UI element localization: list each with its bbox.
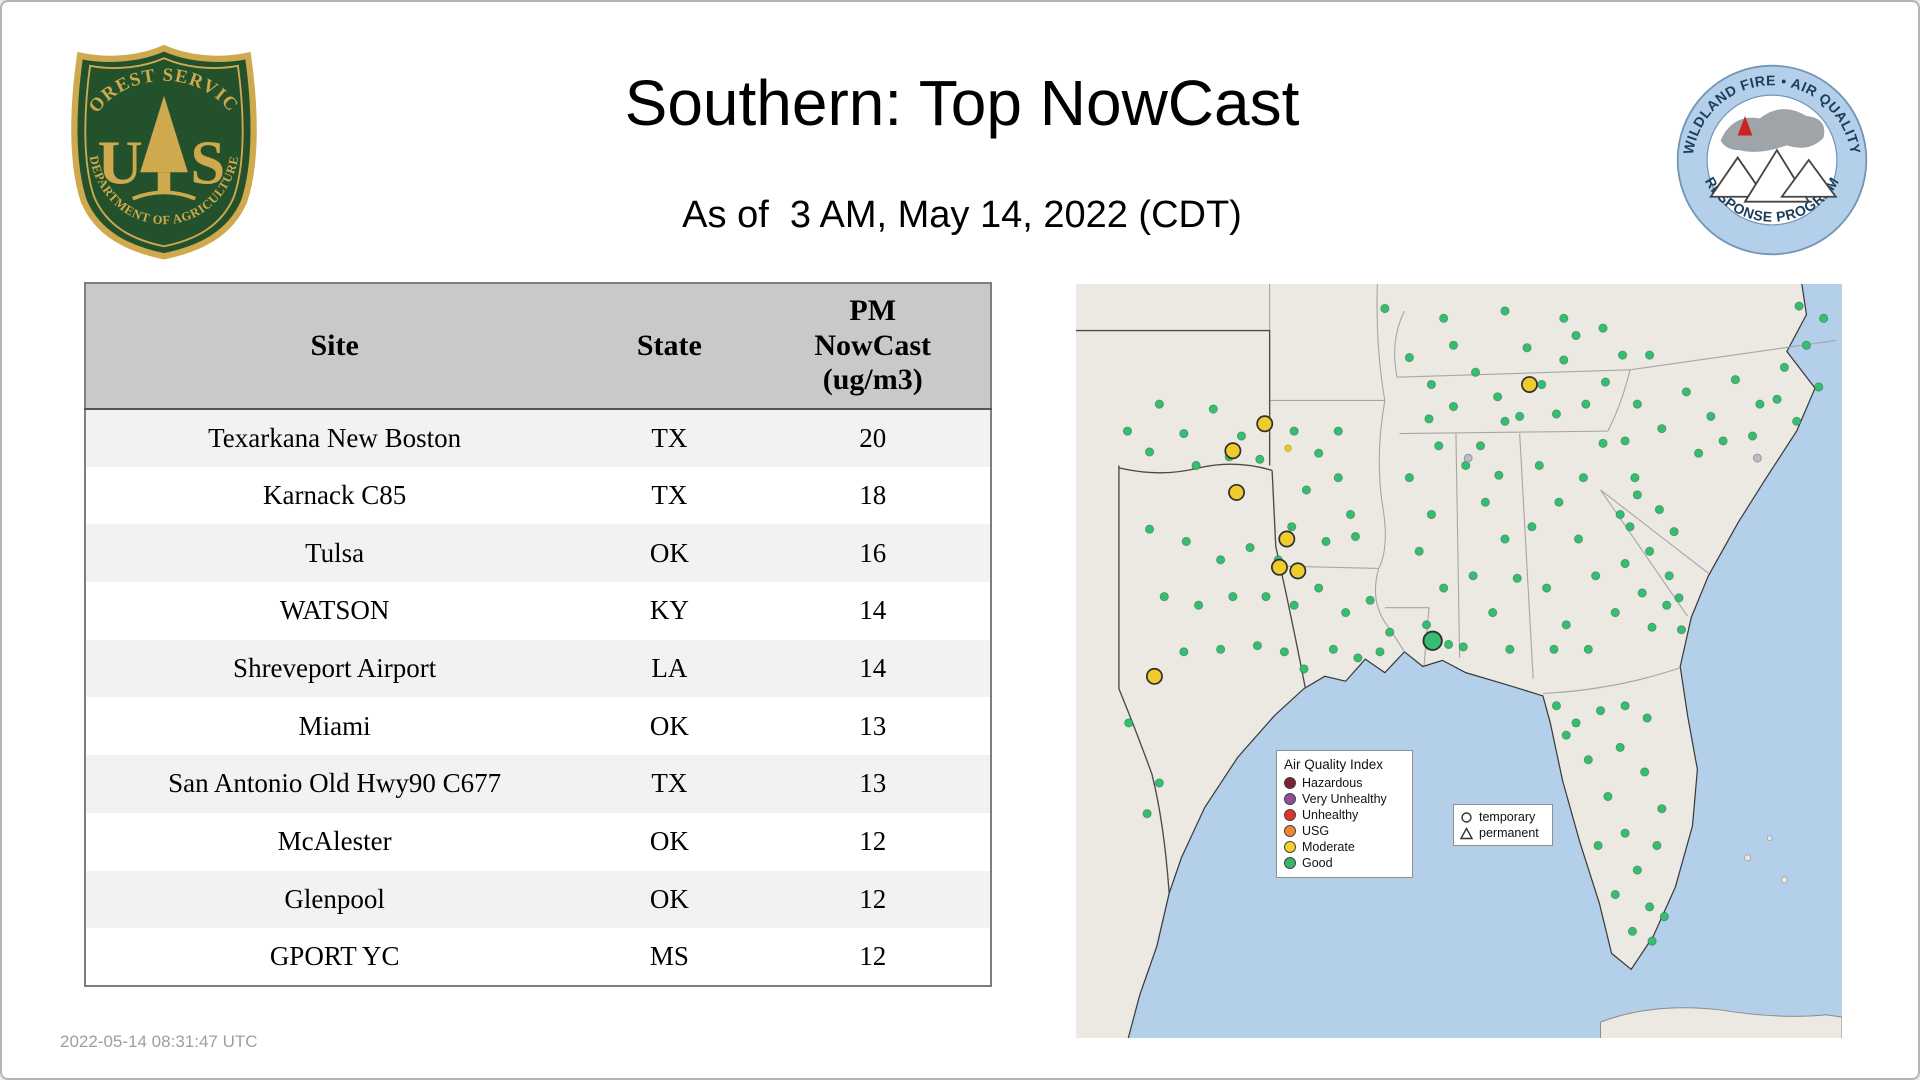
site-cell: Karnack C85 bbox=[263, 480, 407, 511]
small-islands bbox=[1744, 835, 1788, 884]
col-header-pm-nowcast: PM NowCast (ug/m3) bbox=[755, 283, 991, 410]
table-row: Texarkana New Boston TX 20 bbox=[85, 409, 991, 467]
pm-cell: 12 bbox=[859, 883, 887, 914]
state-cell: OK bbox=[649, 883, 689, 914]
aqi-legend: Air Quality Index Hazardous Very Unhealt… bbox=[1276, 750, 1413, 878]
wfaqrp-logo: WILDLAND FIRE • AIR QUALITY RESPONSE PRO… bbox=[1674, 54, 1870, 266]
temporary-marker-icon bbox=[1461, 811, 1472, 823]
table-row: Karnack C85 TX 18 bbox=[85, 466, 991, 525]
generated-timestamp: 2022-05-14 08:31:47 UTC bbox=[60, 1032, 258, 1051]
pm-cell: 14 bbox=[859, 595, 887, 626]
site-cell: WATSON bbox=[279, 595, 390, 626]
table-row: Glenpool OK 12 bbox=[85, 870, 991, 929]
permanent-marker-icon bbox=[1460, 826, 1473, 839]
hazardous-swatch-icon bbox=[1284, 777, 1296, 789]
table-row: GPORT YC MS 12 bbox=[85, 928, 991, 986]
pm-cell: 14 bbox=[859, 653, 887, 684]
state-cell: MS bbox=[649, 941, 689, 972]
fire-flag-icon bbox=[1737, 115, 1753, 136]
state-cell: TX bbox=[651, 768, 688, 799]
cuba-island bbox=[1600, 1007, 1842, 1038]
legend-title: Air Quality Index bbox=[1284, 757, 1384, 772]
pine-tree-icon bbox=[140, 95, 188, 173]
svg-text:S: S bbox=[190, 128, 225, 198]
site-cell: San Antonio Old Hwy90 C677 bbox=[168, 768, 502, 799]
site-cell: Texarkana New Boston bbox=[208, 422, 462, 453]
unhealthy-swatch-icon bbox=[1284, 809, 1296, 821]
site-cell: Miami bbox=[298, 710, 371, 741]
very-unhealthy-swatch-icon bbox=[1284, 793, 1296, 805]
state-cell: TX bbox=[651, 422, 688, 453]
usfs-shield-icon: FOREST SERVICE U S DEPARTMENT OF AGRICUL… bbox=[63, 27, 257, 260]
site-cell: Glenpool bbox=[284, 883, 385, 914]
pm-cell: 18 bbox=[859, 480, 887, 511]
legend-item-usg: USG bbox=[1284, 824, 1405, 838]
legend-item-unhealthy: Unhealthy bbox=[1284, 808, 1405, 822]
pm-cell: 12 bbox=[859, 826, 887, 857]
temporary-legend-row: temporary bbox=[1460, 810, 1546, 824]
col-header-state: State bbox=[583, 283, 756, 410]
page-title: Southern: Top NowCast bbox=[624, 67, 1300, 139]
table-row: WATSON KY 14 bbox=[85, 582, 991, 640]
southeast-us-map bbox=[1076, 284, 1842, 1038]
table-row: Miami OK 13 bbox=[85, 697, 991, 756]
pm-cell: 20 bbox=[859, 422, 887, 453]
state-cell: KY bbox=[649, 595, 689, 626]
state-cell: OK bbox=[649, 537, 689, 568]
site-cell: Shreveport Airport bbox=[233, 653, 437, 684]
svg-text:U: U bbox=[98, 128, 143, 198]
state-cell: OK bbox=[649, 826, 689, 857]
table-row: Shreveport Airport LA 14 bbox=[85, 639, 991, 698]
legend-item-very-unhealthy: Very Unhealthy bbox=[1284, 792, 1405, 806]
monitor-markers bbox=[1122, 301, 1829, 946]
table-header-row: Site State PM NowCast (ug/m3) bbox=[85, 283, 991, 410]
state-cell: LA bbox=[651, 653, 688, 684]
wfaqrp-badge-icon: WILDLAND FIRE • AIR QUALITY RESPONSE PRO… bbox=[1676, 64, 1868, 256]
top-nowcast-table: Site State PM NowCast (ug/m3) Texarkana … bbox=[84, 282, 992, 987]
usg-swatch-icon bbox=[1284, 825, 1296, 837]
state-cell: OK bbox=[649, 710, 689, 741]
mountains-icon bbox=[1709, 148, 1838, 203]
site-cell: GPORT YC bbox=[269, 941, 400, 972]
table-row: San Antonio Old Hwy90 C677 TX 13 bbox=[85, 755, 991, 813]
legend-item-good: Good bbox=[1284, 856, 1405, 870]
site-cell: Tulsa bbox=[305, 537, 365, 568]
pm-cell: 16 bbox=[859, 537, 887, 568]
state-cell: TX bbox=[651, 480, 688, 511]
usfs-logo: FOREST SERVICE U S DEPARTMENT OF AGRICUL… bbox=[63, 27, 258, 260]
pm-cell: 12 bbox=[859, 941, 887, 972]
good-swatch-icon bbox=[1284, 857, 1296, 869]
pm-cell: 13 bbox=[859, 768, 887, 799]
permanent-legend-row: permanent bbox=[1460, 826, 1546, 840]
legend-item-hazardous: Hazardous bbox=[1284, 776, 1405, 790]
aqi-map: Air Quality Index Hazardous Very Unhealt… bbox=[1076, 284, 1842, 1038]
pm-cell: 13 bbox=[859, 710, 887, 741]
table-row: Tulsa OK 16 bbox=[85, 524, 991, 583]
col-header-site: Site bbox=[85, 283, 584, 410]
landmass bbox=[1076, 284, 1816, 1038]
marker-type-legend: temporary permanent bbox=[1453, 804, 1553, 846]
table-row: McAlester OK 12 bbox=[85, 812, 991, 871]
moderate-swatch-icon bbox=[1284, 841, 1296, 853]
legend-item-moderate: Moderate bbox=[1284, 840, 1405, 854]
site-cell: McAlester bbox=[277, 826, 392, 857]
page-subtitle: As of 3 AM, May 14, 2022 (CDT) bbox=[682, 194, 1242, 236]
